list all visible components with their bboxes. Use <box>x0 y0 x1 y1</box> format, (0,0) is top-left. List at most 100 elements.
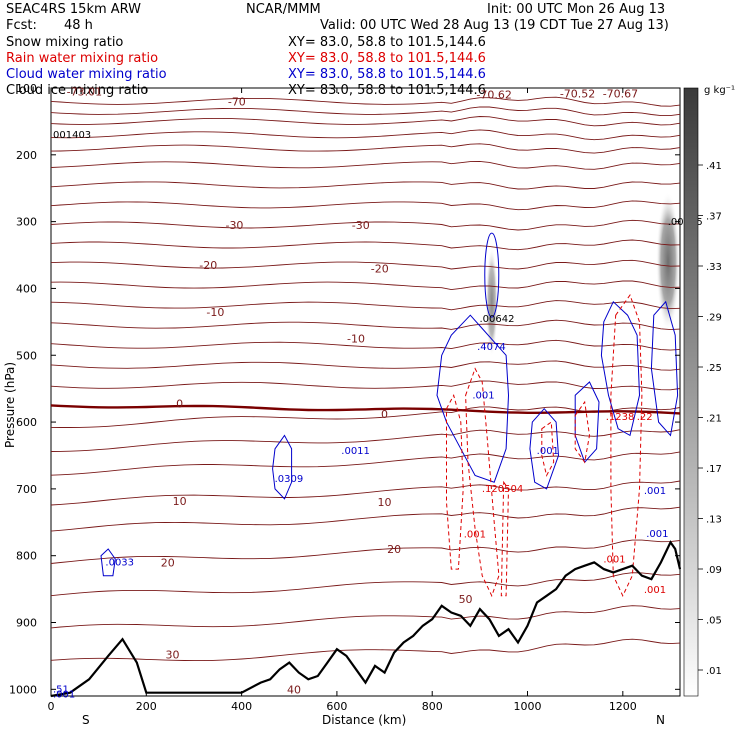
isotherm-line <box>50 160 681 170</box>
plot-frame <box>50 87 681 697</box>
x-tick-label: 1000 <box>514 700 542 713</box>
isotherm-label: -20 <box>199 259 217 272</box>
snow-shading <box>656 191 681 332</box>
isotherm-label: 20 <box>387 543 401 556</box>
field-xy-snow: XY= 83.0, 58.8 to 101.5,144.6 <box>288 35 486 50</box>
extremum-label: .001 <box>53 689 75 700</box>
extremum-label: .120504 <box>482 484 523 495</box>
extremum-label: .4074 <box>477 342 506 353</box>
isotherm-label: -30 <box>352 219 370 232</box>
extremum-label: .001 <box>644 585 666 596</box>
y-tick-label: 800 <box>16 550 37 563</box>
colorbar-tick-label: .17 <box>706 464 722 475</box>
colorbar-tick-label: .25 <box>706 363 722 374</box>
isotherm-line <box>50 319 681 331</box>
isotherm-line <box>50 451 681 476</box>
isotherm-label: 10 <box>378 496 392 509</box>
isotherm-line <box>50 539 681 564</box>
y-tick-label: 600 <box>16 416 37 429</box>
colorbar-tick-label: .37 <box>706 212 722 223</box>
isotherm-label: 30 <box>166 649 180 662</box>
isotherm-line <box>50 116 681 127</box>
isotherm-line <box>50 200 681 211</box>
y-tick-label: 200 <box>16 149 37 162</box>
isotherm-line <box>50 143 681 154</box>
isotherm-label: -70.62 <box>476 89 511 102</box>
isotherm-label: -70.52 <box>560 87 595 100</box>
cloud-water-contour <box>484 232 500 318</box>
extremum-label: .001 <box>537 446 559 457</box>
x-end-north: N <box>656 713 665 727</box>
center-name: NCAR/MMM <box>246 2 321 17</box>
cloud-water-contour <box>100 548 116 577</box>
fcst-label: Fcst: <box>6 18 37 33</box>
extremum-label: 001403 <box>53 130 91 141</box>
y-tick-label: 1000 <box>9 683 37 696</box>
extremum-label: .0033 <box>105 558 134 569</box>
isotherm-line <box>50 239 681 251</box>
isotherm-label: -10 <box>206 306 224 319</box>
x-tick-label: 800 <box>422 700 443 713</box>
x-axis-label: Distance (km) <box>322 713 406 727</box>
model-title: SEAC4RS 15km ARW <box>6 2 141 17</box>
colorbar-tick-label: .13 <box>706 515 722 526</box>
colorbar-tick-label: .21 <box>706 414 722 425</box>
isotherm-line <box>50 605 681 629</box>
extremum-label: .22 <box>637 412 653 423</box>
init-time: Init: 00 UTC Mon 26 Aug 13 <box>487 2 665 17</box>
isotherm-label: 0 <box>176 397 183 410</box>
isotherm-line <box>50 380 681 391</box>
terrain-line <box>50 540 682 698</box>
colorbar-unit: g kg⁻¹ <box>704 85 735 96</box>
colorbar-tick-label: .41 <box>706 161 722 172</box>
isotherm-line <box>50 259 681 270</box>
rain-water-contour <box>610 294 643 597</box>
y-tick-label: 100 <box>16 82 37 95</box>
isotherm-label: -20 <box>371 262 389 275</box>
field-label-snow: Snow mixing ratio <box>6 35 123 50</box>
y-tick-label: 900 <box>16 617 37 630</box>
isotherm-line <box>50 96 681 107</box>
extremum-label: .00642 <box>479 314 514 325</box>
extremum-label: .001 <box>646 529 668 540</box>
field-label-cloud-ice: Cloud ice mixing ratio <box>6 83 148 98</box>
x-end-south: S <box>82 713 90 727</box>
colorbar-tick-label: .09 <box>706 565 722 576</box>
valid-time: Valid: 00 UTC Wed 28 Aug 13 (19 CDT Tue … <box>320 18 669 33</box>
cloud-water-contour <box>650 300 679 437</box>
isotherm-label: -70 <box>228 95 246 108</box>
isotherm-line <box>50 572 681 597</box>
extremum-label: .001 <box>603 554 625 565</box>
extremum-label: .0011 <box>341 446 370 457</box>
isotherm-label: 20 <box>161 556 175 569</box>
x-tick-label: 200 <box>136 700 157 713</box>
isotherm-line <box>50 339 681 351</box>
extremum-label: .51 <box>53 685 69 696</box>
rain-water-contour <box>541 421 555 477</box>
extremum-label: .001 <box>472 391 494 402</box>
isotherm-label: -73.01 <box>67 85 102 98</box>
fcst-value: 48 h <box>64 18 93 33</box>
snow-shading-core <box>485 246 498 357</box>
y-tick-label: 700 <box>16 483 37 496</box>
isotherm-label: 0 <box>381 408 388 421</box>
colorbar-tick-label: .01 <box>706 666 722 677</box>
isotherm-line <box>50 219 681 231</box>
isotherm-line <box>50 506 681 532</box>
field-xy-cloud-water: XY= 83.0, 58.8 to 101.5,144.6 <box>288 67 486 82</box>
cloud-water-contour <box>436 314 510 483</box>
field-legend: Snow mixing ratio XY= 83.0, 58.8 to 101.… <box>6 35 486 98</box>
isotherm-label: 50 <box>459 593 473 606</box>
isotherm-line <box>50 181 681 190</box>
isotherm-label: 10 <box>173 495 187 508</box>
rain-water-contour <box>446 393 464 570</box>
extremum-label: .0309 <box>275 474 304 485</box>
cloud-water-contour <box>529 407 560 490</box>
colorbar-ticks: .41 .37 .33 .29 .25 .21 .17 .13 .09 .05 .01 <box>698 161 722 677</box>
x-tick-label: 0 <box>48 700 55 713</box>
rain-water-contour <box>465 367 500 598</box>
isotherm-label: -30 <box>225 219 243 232</box>
field-label-rain: Rain water mixing ratio <box>6 51 158 66</box>
